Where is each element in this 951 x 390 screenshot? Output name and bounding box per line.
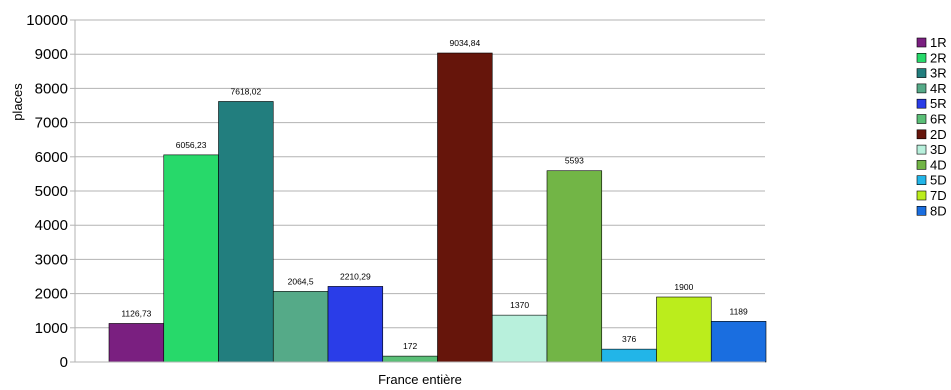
legend-swatch-3r [916, 68, 927, 78]
y-tick-label: 10000 [26, 12, 68, 29]
y-tick-label: 4000 [35, 217, 68, 234]
bar-2d [437, 52, 493, 363]
bar-1r [108, 323, 165, 363]
bar-4d [546, 170, 603, 363]
y-tick-label: 5000 [35, 183, 68, 200]
bar-7d [656, 296, 712, 363]
bar-3d [491, 314, 548, 363]
legend-label-2d: 2D [930, 127, 947, 142]
bars [108, 52, 767, 363]
bar-3r [218, 101, 274, 363]
legend-swatch-1r [916, 37, 927, 48]
legend-swatch-6r [916, 114, 927, 124]
y-tick-label: 1000 [35, 320, 68, 337]
data-label-3r: 7618,02 [231, 86, 262, 96]
legend-swatch-4d [916, 160, 927, 170]
legend-swatch-2r [916, 52, 927, 63]
legend-label-7d: 7D [930, 188, 947, 203]
legend-label-5r: 5R [930, 96, 947, 111]
bar-5r [327, 286, 384, 363]
legend-label-6r: 6R [930, 112, 947, 127]
y-tick-label: 3000 [35, 251, 68, 268]
data-labels: 1126,73 6056,23 7618,02 2064,5 2210,29 172 903… [121, 38, 748, 351]
legend-swatch-7d [916, 190, 927, 201]
y-tick-label: 9000 [35, 46, 68, 63]
bar-2r [163, 154, 219, 363]
legend-swatch-2d [916, 129, 927, 140]
data-label-7d: 1900 [674, 282, 693, 292]
data-label-4r: 2064,5 [288, 276, 314, 286]
legend-label-8d: 8D [930, 203, 947, 218]
legend-swatch-3d [916, 144, 927, 155]
legend-label-5d: 5D [930, 173, 947, 188]
data-label-5r: 2210,29 [340, 271, 371, 281]
y-tick-label: 6000 [35, 149, 68, 166]
data-label-6r: 172 [403, 341, 417, 351]
legend-label-1r: 1R [930, 35, 947, 50]
data-label-1r: 1126,73 [121, 308, 151, 318]
x-axis-title: France entière [378, 372, 462, 387]
data-label-8d: 1189 [729, 306, 748, 316]
y-tick-label: 0 [60, 354, 68, 371]
legend-swatch-5d [916, 175, 927, 185]
bar-6r [382, 355, 438, 363]
legend-swatch-4r [916, 83, 927, 94]
bar-8d [710, 321, 767, 363]
bar-4r [272, 291, 329, 363]
y-tick-label: 8000 [35, 80, 68, 97]
data-label-2d: 9034,84 [450, 38, 481, 48]
legend-label-3d: 3D [930, 142, 947, 157]
data-label-2r: 6056,23 [176, 140, 207, 150]
y-tick-label: 7000 [35, 115, 68, 132]
legend-label-4d: 4D [930, 157, 947, 172]
y-axis-ticks: 0 1000 2000 3000 4000 5000 6000 7000 8000 9000 100… [26, 12, 75, 371]
data-label-5d: 376 [622, 334, 636, 344]
legend-swatch-5r [916, 98, 927, 109]
legend-label-3r: 3R [930, 66, 947, 81]
data-label-3d: 1370 [510, 300, 529, 310]
y-axis-title: places [10, 83, 25, 121]
bar-5d [601, 348, 657, 363]
data-label-4d: 5593 [565, 156, 584, 166]
y-tick-label: 2000 [35, 286, 68, 303]
legend-label-2r: 2R [930, 50, 947, 65]
legend-label-4r: 4R [930, 81, 947, 96]
legend-swatch-8d [916, 206, 927, 216]
